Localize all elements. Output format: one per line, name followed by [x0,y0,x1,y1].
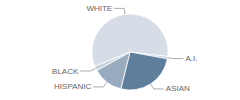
svg-text:HISPANIC: HISPANIC [54,82,91,91]
svg-text:WHITE: WHITE [86,4,112,13]
svg-text:A.I.: A.I. [186,54,198,63]
svg-text:BLACK: BLACK [52,67,79,76]
svg-text:ASIAN: ASIAN [166,84,190,93]
